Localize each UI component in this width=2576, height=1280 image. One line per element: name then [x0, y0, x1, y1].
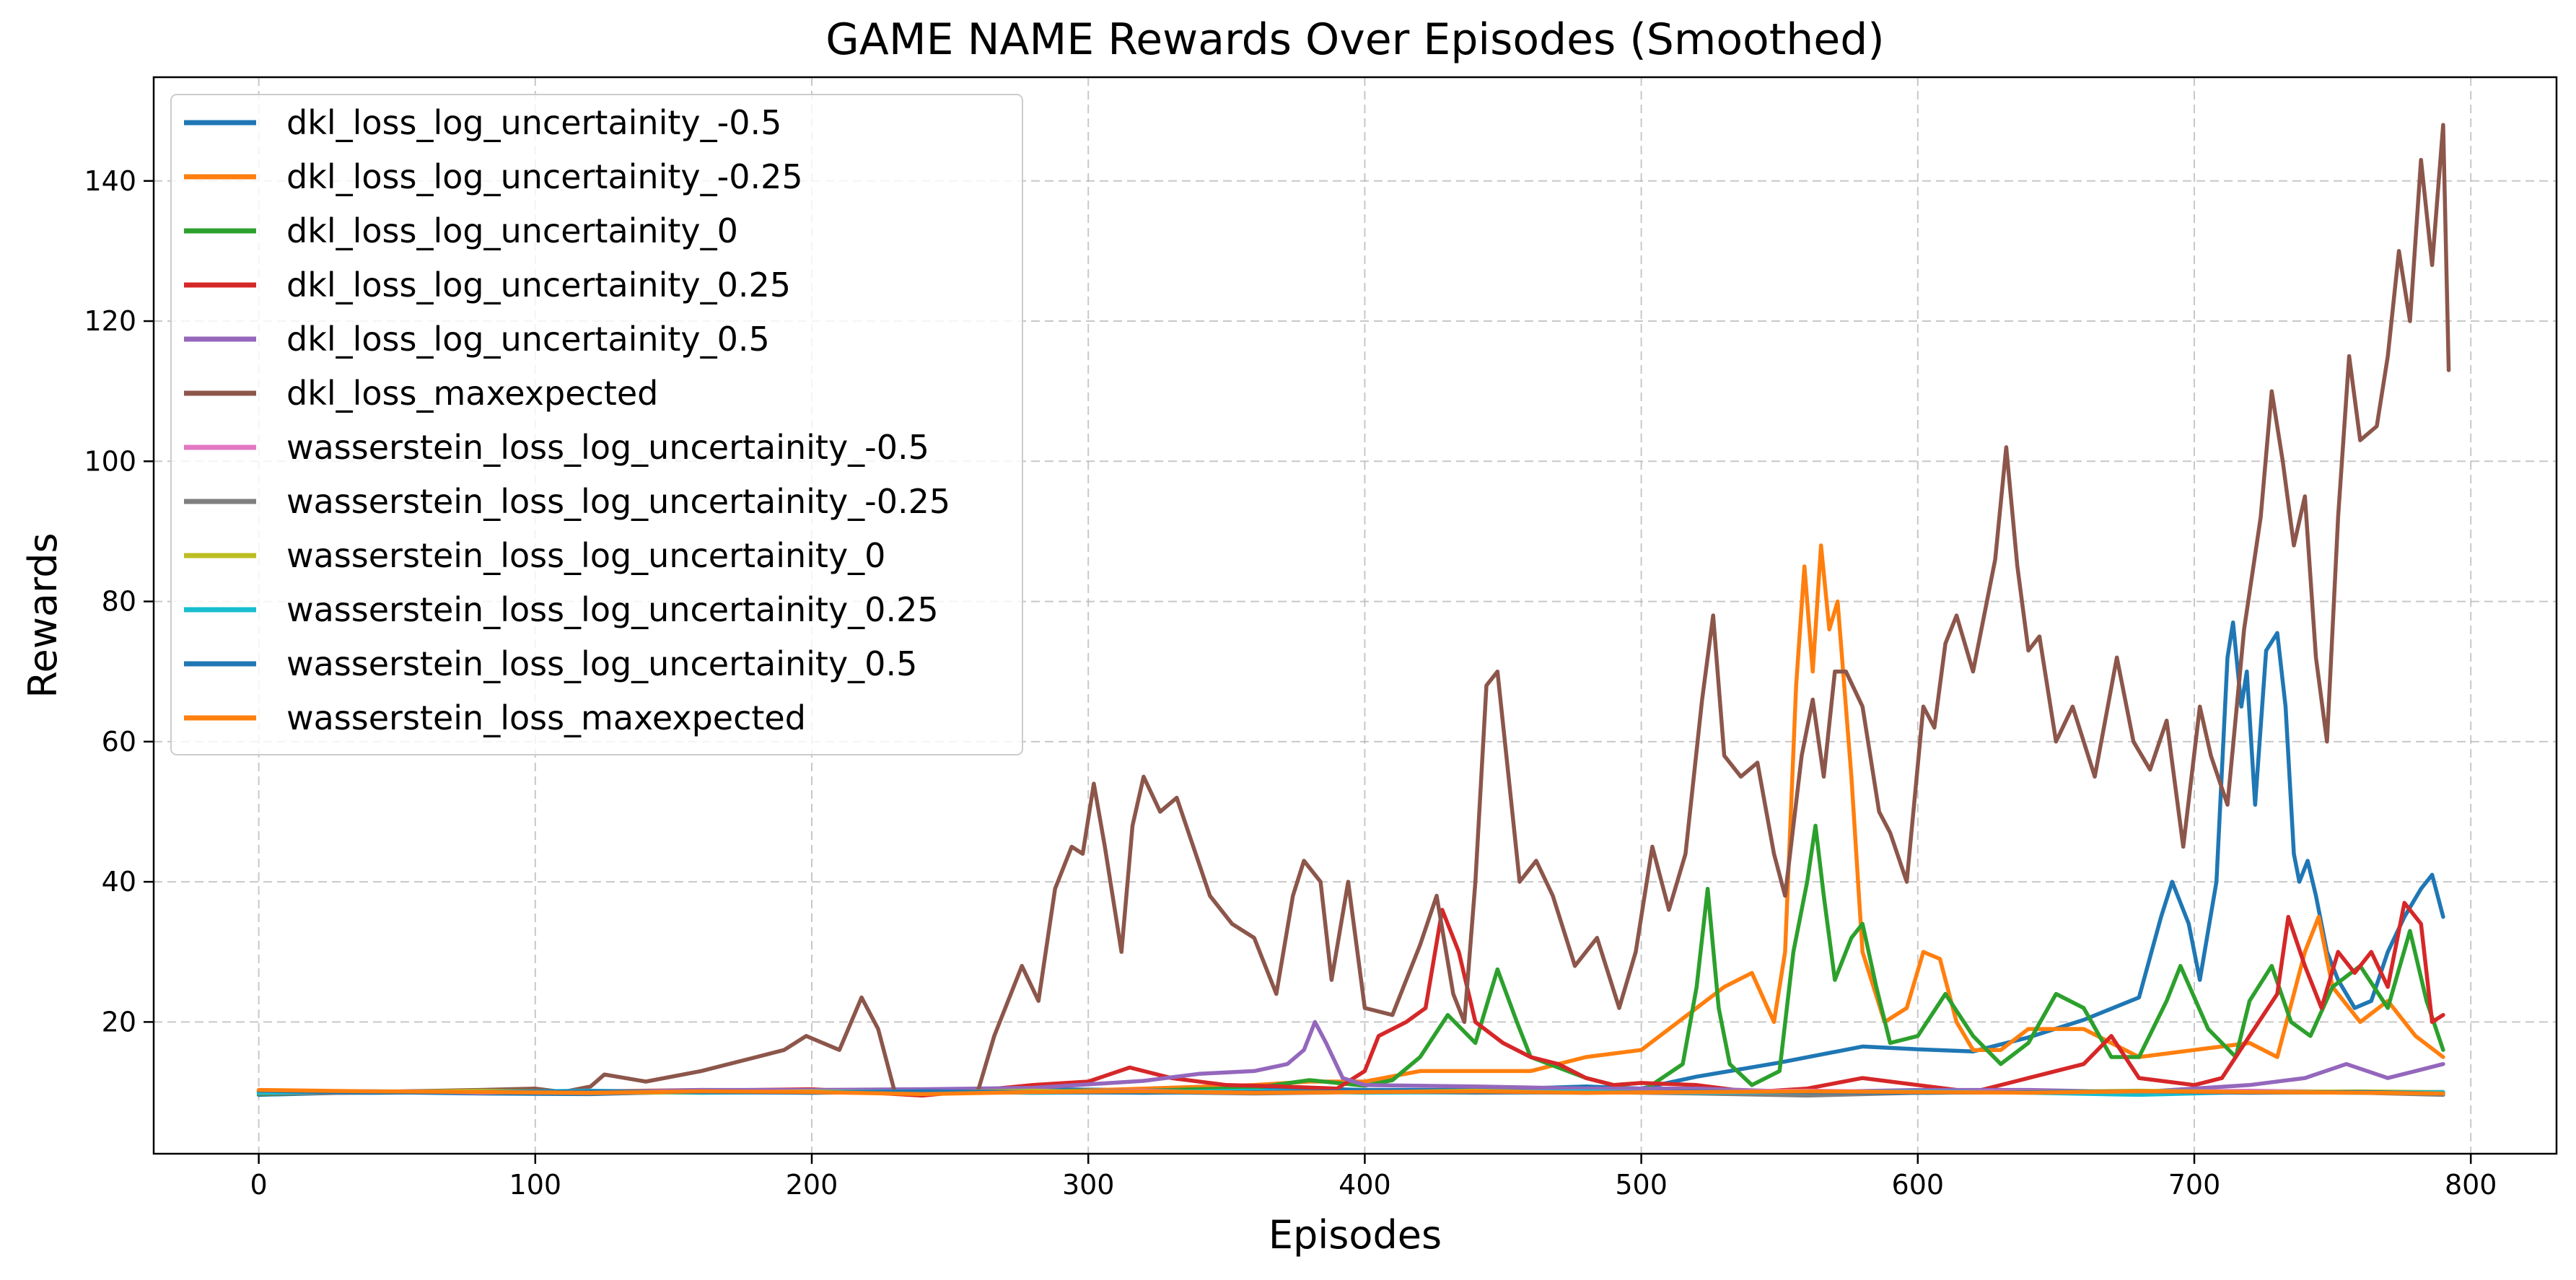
y-tick-label: 40	[102, 866, 136, 898]
legend-label: dkl_loss_log_uncertainity_0.5	[286, 320, 770, 359]
legend-label: dkl_loss_log_uncertainity_-0.25	[286, 157, 803, 196]
x-tick-label: 100	[509, 1169, 562, 1201]
x-tick-label: 300	[1062, 1169, 1115, 1201]
legend-label: wasserstein_loss_log_uncertainity_0	[286, 536, 885, 575]
legend-label: wasserstein_loss_log_uncertainity_-0.5	[286, 428, 929, 467]
legend-label: wasserstein_loss_maxexpected	[286, 698, 806, 737]
series-layer	[256, 123, 2451, 1098]
series-line-11	[256, 1087, 2445, 1097]
x-axis-ticks: 0 100 200 300 400 500 600 700 800	[250, 1154, 2497, 1201]
legend-label: wasserstein_loss_log_uncertainity_-0.25	[286, 482, 950, 521]
legend-label: dkl_loss_maxexpected	[286, 374, 658, 413]
chart-title: GAME NAME Rewards Over Episodes (Smoothe…	[825, 14, 1884, 65]
x-axis-label: Episodes	[1269, 1212, 1442, 1258]
legend-label: dkl_loss_log_uncertainity_-0.5	[286, 103, 781, 142]
legend: dkl_loss_log_uncertainity_-0.5 dkl_loss_l…	[170, 94, 1023, 755]
series-line-5	[256, 123, 2451, 1095]
legend-box	[170, 94, 1023, 755]
y-tick-label: 80	[102, 586, 136, 618]
y-tick-label: 20	[102, 1006, 136, 1038]
series-line-4	[256, 1020, 2445, 1095]
x-tick-label: 800	[2445, 1169, 2497, 1201]
x-tick-label: 200	[786, 1169, 838, 1201]
y-axis-ticks: 20 40 60 80 100 120 140	[84, 165, 154, 1038]
y-tick-label: 60	[102, 726, 136, 758]
y-tick-label: 100	[84, 445, 136, 477]
x-tick-label: 400	[1339, 1169, 1391, 1201]
x-tick-label: 500	[1615, 1169, 1668, 1201]
series-line-2	[256, 823, 2445, 1097]
x-tick-label: 600	[1892, 1169, 1945, 1201]
x-tick-label: 700	[2168, 1169, 2221, 1201]
y-axis-label: Rewards	[20, 532, 66, 698]
legend-label: dkl_loss_log_uncertainity_0.25	[286, 266, 791, 304]
x-tick-label: 0	[250, 1169, 268, 1201]
legend-label: wasserstein_loss_log_uncertainity_0.5	[286, 644, 917, 683]
y-tick-label: 140	[84, 165, 136, 197]
plot-frame	[152, 76, 2558, 1155]
series-line-3	[256, 900, 2445, 1098]
y-tick-label: 120	[84, 305, 136, 337]
legend-label: dkl_loss_log_uncertainity_0	[286, 211, 738, 250]
legend-label: wasserstein_loss_log_uncertainity_0.25	[286, 590, 939, 629]
